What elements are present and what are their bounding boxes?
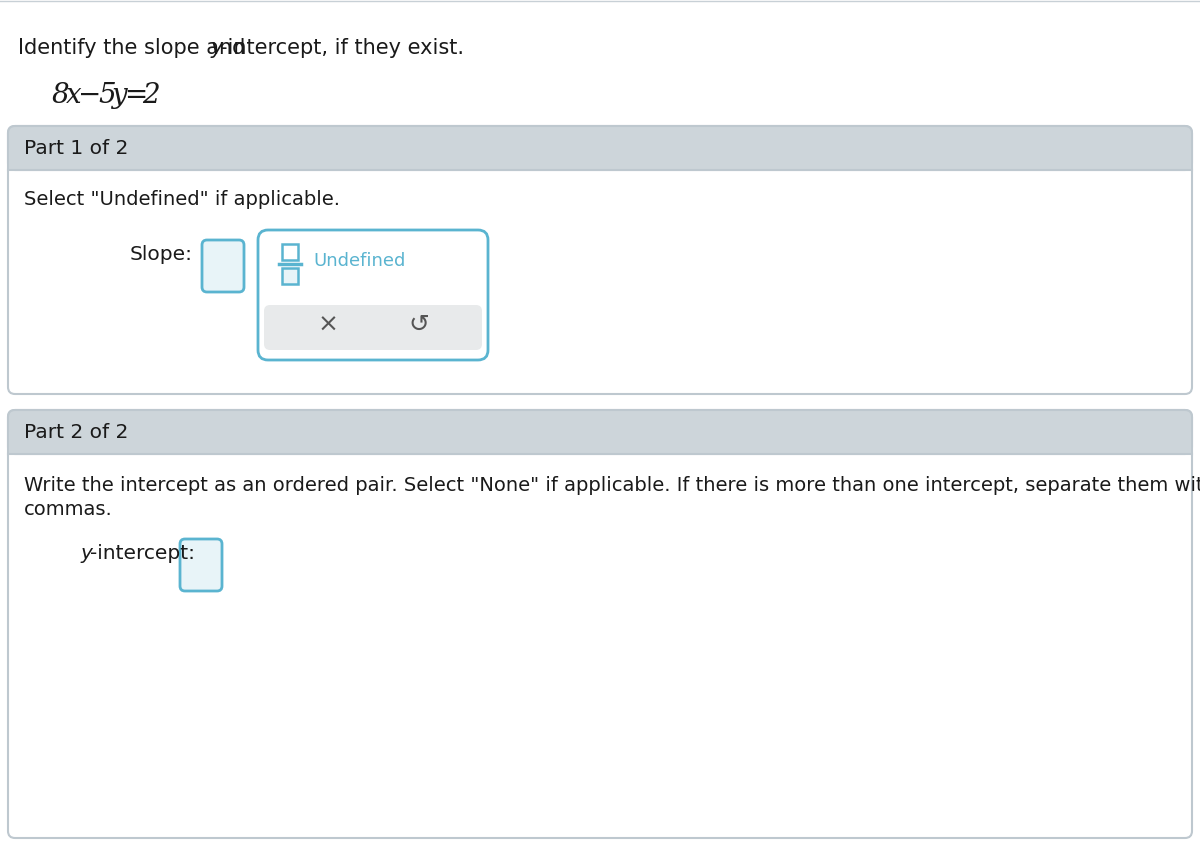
Bar [10,148,1190,170]
Text: y: y [211,38,223,58]
Text: x: x [66,82,82,109]
Text: Part 2 of 2: Part 2 of 2 [24,423,128,442]
Text: Write the intercept as an ordered pair. Select "None" if applicable. If there is: Write the intercept as an ordered pair. … [24,476,1200,495]
Text: Identify the slope and: Identify the slope and [18,38,252,58]
Text: -intercept:: -intercept: [90,544,194,563]
Text: 5: 5 [98,82,115,109]
FancyBboxPatch shape [8,126,1192,394]
Bar [282,268,298,284]
Text: -intercept, if they exist.: -intercept, if they exist. [220,38,464,58]
FancyBboxPatch shape [202,240,244,292]
Bar [10,432,1190,454]
Text: −: − [78,82,101,109]
Text: ×: × [318,313,340,337]
FancyBboxPatch shape [258,230,488,360]
Text: =: = [124,82,148,109]
FancyBboxPatch shape [8,410,1192,454]
Text: ↺: ↺ [408,313,430,337]
FancyBboxPatch shape [8,410,1192,838]
Text: Undefined: Undefined [313,252,406,270]
Text: y: y [112,82,127,109]
Text: Part 1 of 2: Part 1 of 2 [24,139,128,158]
FancyBboxPatch shape [8,126,1192,170]
FancyBboxPatch shape [264,305,482,350]
Bar [282,244,298,260]
Text: commas.: commas. [24,500,113,519]
Text: 2: 2 [142,82,160,109]
Text: y: y [80,544,92,563]
Text: Slope:: Slope: [130,245,193,264]
Text: Select "Undefined" if applicable.: Select "Undefined" if applicable. [24,190,340,209]
Text: 8: 8 [52,82,70,109]
FancyBboxPatch shape [180,539,222,591]
